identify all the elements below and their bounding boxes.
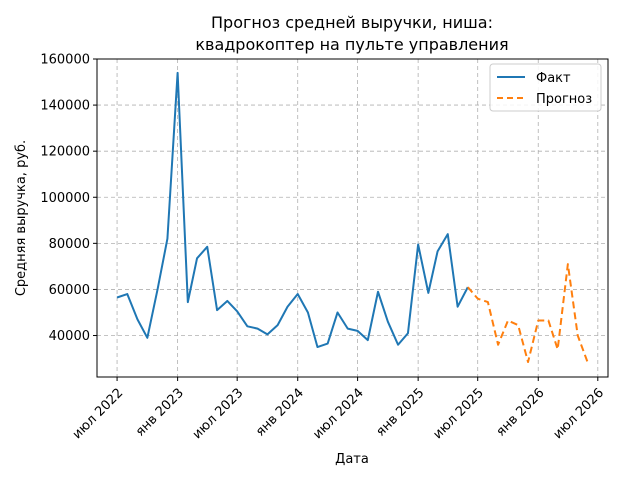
- y-tick-label: 60000: [49, 283, 90, 298]
- y-tick-label: 100000: [40, 191, 90, 206]
- series-lines: [116, 71, 589, 364]
- series-line-fact: [116, 71, 469, 349]
- y-tick-label: 140000: [40, 99, 90, 114]
- plot-frame: [96, 58, 609, 378]
- series-line-forecast: [467, 263, 589, 364]
- y-tick-label: 120000: [40, 145, 90, 160]
- y-axis-label: Средняя выручка, руб.: [14, 140, 29, 296]
- y-tick-label: 40000: [49, 329, 90, 344]
- x-axis-label: Дата: [335, 452, 369, 467]
- chart-title-line-2: квадрокоптер на пульте управления: [195, 35, 508, 54]
- y-tick-label: 80000: [49, 237, 90, 252]
- y-tick-label: 160000: [40, 53, 90, 68]
- legend: Факт Прогноз: [489, 63, 602, 112]
- legend-label-fact: Факт: [536, 71, 571, 86]
- legend-label-forecast: Прогноз: [536, 92, 592, 107]
- legend-box: [489, 63, 602, 112]
- chart-title-line-1: Прогноз средней выручки, ниша:: [211, 13, 493, 32]
